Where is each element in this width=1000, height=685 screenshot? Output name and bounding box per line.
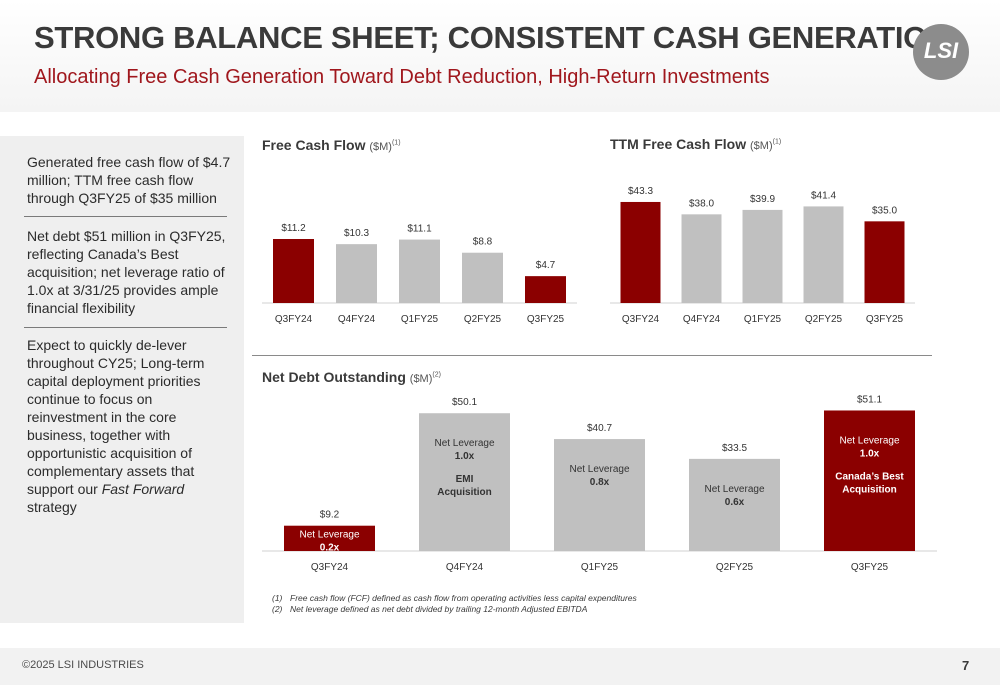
fcf-title-footnote: (1) xyxy=(391,139,401,147)
footnote-1: (1) Free cash flow (FCF) defined as cash … xyxy=(272,593,637,603)
leverage-value: 0.2x xyxy=(320,543,340,554)
netdebt-title-unit: ($M) xyxy=(409,373,433,385)
leverage-label: Net Leverage xyxy=(704,484,764,495)
x-tick-label: Q3FY24 xyxy=(622,314,660,325)
acquisition-label: Acquisition xyxy=(842,484,896,495)
leverage-value: 0.8x xyxy=(590,477,610,488)
page-number: 7 xyxy=(962,658,970,673)
fcf-title-unit: ($M) xyxy=(369,141,392,153)
leverage-label: Net Leverage xyxy=(569,464,629,475)
sidebar-point-3-italic: Fast Forward xyxy=(101,481,185,497)
data-label: $33.5 xyxy=(722,443,747,454)
sidebar-point-2: Net debt $51 million in Q3FY25, reflecti… xyxy=(27,228,226,316)
footnote-1-num: (1) xyxy=(272,593,283,603)
data-label: $41.4 xyxy=(811,190,836,201)
bar-q3fy25 xyxy=(525,276,566,303)
x-tick-label: Q3FY24 xyxy=(311,562,349,573)
x-tick-label: Q4FY24 xyxy=(446,562,484,573)
page-title: STRONG BALANCE SHEET; CONSISTENT CASH GE… xyxy=(34,20,950,55)
ttm-chart: $43.3 Q3FY24 $38.0 Q4FY24 $39.9 Q1FY25 $41.4 Q2… xyxy=(610,186,915,325)
bar-q4fy24 xyxy=(419,413,510,551)
leverage-label: Net Leverage xyxy=(434,438,494,449)
data-label: $43.3 xyxy=(628,186,653,197)
sidebar-divider-1 xyxy=(24,216,227,217)
data-label: $8.8 xyxy=(473,237,493,248)
footnote-2-num: (2) xyxy=(272,604,283,614)
x-tick-label: Q3FY24 xyxy=(275,314,313,325)
data-label: $4.7 xyxy=(536,260,556,271)
bar-q4fy24 xyxy=(681,214,722,303)
netdebt-title-text: Net Debt Outstanding xyxy=(262,369,406,385)
sidebar: Generated free cash flow of $4.7 million… xyxy=(0,136,244,623)
sidebar-point-3-text: Expect to quickly de-lever throughout CY… xyxy=(27,337,205,497)
x-tick-label: Q4FY24 xyxy=(683,314,721,325)
x-tick-label: Q4FY24 xyxy=(338,314,376,325)
sidebar-divider-2 xyxy=(24,327,227,328)
leverage-label: Net Leverage xyxy=(299,530,359,541)
fcf-chart-title: Free Cash Flow ($M)(1) xyxy=(262,137,401,153)
leverage-label: Net Leverage xyxy=(839,435,899,446)
x-tick-label: Q1FY25 xyxy=(401,314,439,325)
data-label: $11.2 xyxy=(281,223,306,234)
netdebt-title-footnote: (2) xyxy=(432,371,441,379)
data-label: $50.1 xyxy=(452,397,477,408)
bar-q3fy25 xyxy=(864,221,905,303)
leverage-value: 1.0x xyxy=(860,448,880,459)
bar-q3fy24 xyxy=(273,239,314,303)
data-label: $9.2 xyxy=(320,510,340,521)
x-tick-label: Q1FY25 xyxy=(744,314,782,325)
fcf-title-text: Free Cash Flow xyxy=(262,137,366,153)
bar-q1fy25 xyxy=(742,209,783,303)
logo-text: LSI xyxy=(923,38,959,63)
header: STRONG BALANCE SHEET; CONSISTENT CASH GE… xyxy=(0,0,1000,112)
leverage-value: 1.0x xyxy=(455,451,475,462)
x-tick-label: Q2FY25 xyxy=(805,314,843,325)
bar-q1fy25 xyxy=(554,439,645,551)
x-tick-label: Q1FY25 xyxy=(581,562,619,573)
sidebar-point-3-end: strategy xyxy=(27,499,77,515)
data-label: $10.3 xyxy=(344,228,369,239)
x-tick-label: Q2FY25 xyxy=(716,562,754,573)
data-label: $40.7 xyxy=(587,423,612,434)
sidebar-point-1: Generated free cash flow of $4.7 million… xyxy=(27,154,231,206)
bar-q1fy25 xyxy=(399,239,440,303)
sidebar-point-3: Expect to quickly de-lever throughout CY… xyxy=(27,336,232,516)
acquisition-label: Canada’s Best xyxy=(835,471,904,482)
page-subtitle: Allocating Free Cash Generation Toward D… xyxy=(34,66,770,88)
footer: ©2025 LSI INDUSTRIES 7 xyxy=(0,648,1000,685)
ttm-title-text: TTM Free Cash Flow xyxy=(610,136,747,152)
company-logo: LSI xyxy=(913,24,969,80)
x-tick-label: Q3FY25 xyxy=(527,314,565,325)
bar-q3fy24 xyxy=(620,201,661,303)
bar-q4fy24 xyxy=(336,244,377,303)
data-label: $51.1 xyxy=(857,394,882,405)
leverage-value: 0.6x xyxy=(725,497,745,508)
bar-q2fy25 xyxy=(462,252,503,303)
bar-q3fy24 xyxy=(284,525,375,551)
x-tick-label: Q2FY25 xyxy=(464,314,502,325)
acquisition-label: EMI xyxy=(456,474,474,485)
footnote-2: (2) Net leverage defined as net debt divi… xyxy=(272,604,587,614)
ttm-chart-title: TTM Free Cash Flow ($M)(1) xyxy=(610,136,781,152)
bar-q2fy25 xyxy=(689,458,780,551)
bar-q2fy25 xyxy=(803,206,844,303)
data-label: $11.1 xyxy=(407,224,432,235)
copyright-text: ©2025 LSI INDUSTRIES xyxy=(22,659,144,671)
netdebt-chart-title: Net Debt Outstanding ($M)(2) xyxy=(262,369,441,385)
footnote-2-text: Net leverage defined as net debt divided… xyxy=(290,604,588,614)
section-divider xyxy=(252,355,932,356)
bar-q3fy25 xyxy=(824,410,915,551)
data-label: $38.0 xyxy=(689,198,714,209)
x-tick-label: Q3FY25 xyxy=(866,314,904,325)
acquisition-label: Acquisition xyxy=(437,487,491,498)
ttm-title-footnote: (1) xyxy=(772,138,782,146)
data-label: $35.0 xyxy=(872,205,897,216)
fcf-chart: $11.2 Q3FY24 $10.3 Q4FY24 $11.1 Q1FY25 $8.8 Q2F… xyxy=(262,223,577,325)
x-tick-label: Q3FY25 xyxy=(851,562,889,573)
footnote-1-text: Free cash flow (FCF) defined as cash flo… xyxy=(290,593,637,603)
netdebt-chart: $9.2 Q3FY24 Net Leverage 0.2x $50.1 Q4FY24 Net… xyxy=(262,394,937,573)
data-label: $39.9 xyxy=(750,194,775,205)
ttm-title-unit: ($M) xyxy=(750,140,773,152)
